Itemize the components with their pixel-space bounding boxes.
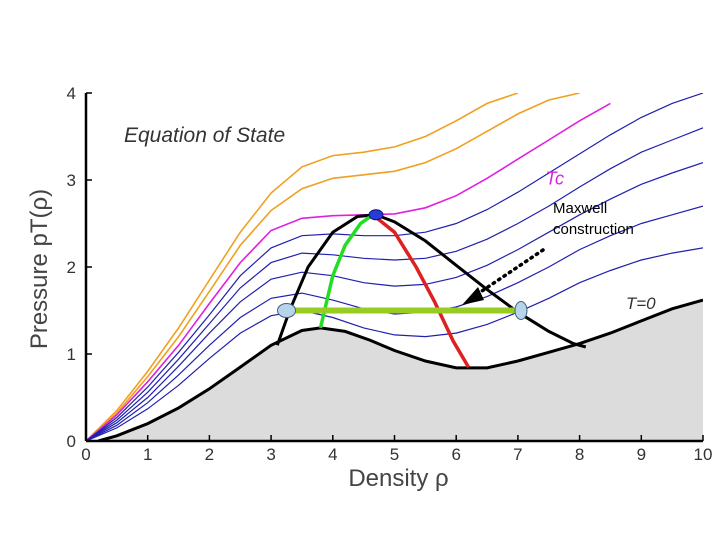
x-tick-label: 8 xyxy=(575,445,584,464)
x-tick-label: 1 xyxy=(143,445,152,464)
maxwell-arrow-shaft xyxy=(474,248,545,297)
maxwell-left-marker xyxy=(277,303,297,318)
y-tick-label: 4 xyxy=(67,84,76,103)
spinodal-right xyxy=(371,213,471,368)
tc-label: Tc xyxy=(546,168,564,188)
x-tick-label: 10 xyxy=(694,445,713,464)
isotherm-critical xyxy=(86,102,611,441)
shaded-region xyxy=(98,300,704,441)
curves-group xyxy=(86,93,703,441)
t0-curve xyxy=(97,298,703,441)
y-tick-label: 0 xyxy=(67,432,76,451)
x-axis-label: Density ρ xyxy=(348,465,448,492)
y-tick-label: 3 xyxy=(67,171,76,190)
x-tick-label: 7 xyxy=(513,445,522,464)
chart-title: Equation of State xyxy=(124,124,285,147)
isotherm-cold-4 xyxy=(86,205,703,441)
x-tick-label: 6 xyxy=(451,445,460,464)
y-axis-label: Pressure pT(ρ) xyxy=(26,189,53,349)
isotherm-cold-3 xyxy=(86,162,703,441)
x-tick-label: 9 xyxy=(637,445,646,464)
x-tick-label: 4 xyxy=(328,445,337,464)
y-tick-label: 2 xyxy=(67,258,76,277)
maxwell-label-line2: construction xyxy=(553,221,634,238)
critical-point xyxy=(368,209,384,221)
isotherm-cold-1 xyxy=(86,93,703,441)
t0-label: T=0 xyxy=(626,294,656,313)
isotherm-cold-5 xyxy=(86,247,703,441)
maxwell-arrow-head xyxy=(462,287,484,305)
x-tick-label: 2 xyxy=(205,445,214,464)
coexistence-curve xyxy=(275,213,587,349)
isotherm-hot-1 xyxy=(86,93,519,441)
isotherm-cold-2 xyxy=(86,127,703,441)
x-tick-label: 3 xyxy=(266,445,275,464)
x-tick-label: 0 xyxy=(81,445,90,464)
spinodal-left xyxy=(318,213,374,329)
x-tick-label: 5 xyxy=(390,445,399,464)
y-tick-label: 1 xyxy=(67,345,76,364)
maxwell-right-marker xyxy=(514,301,528,320)
maxwell-label-line1: Maxwell xyxy=(553,200,607,217)
isotherm-hot-2 xyxy=(86,93,580,441)
